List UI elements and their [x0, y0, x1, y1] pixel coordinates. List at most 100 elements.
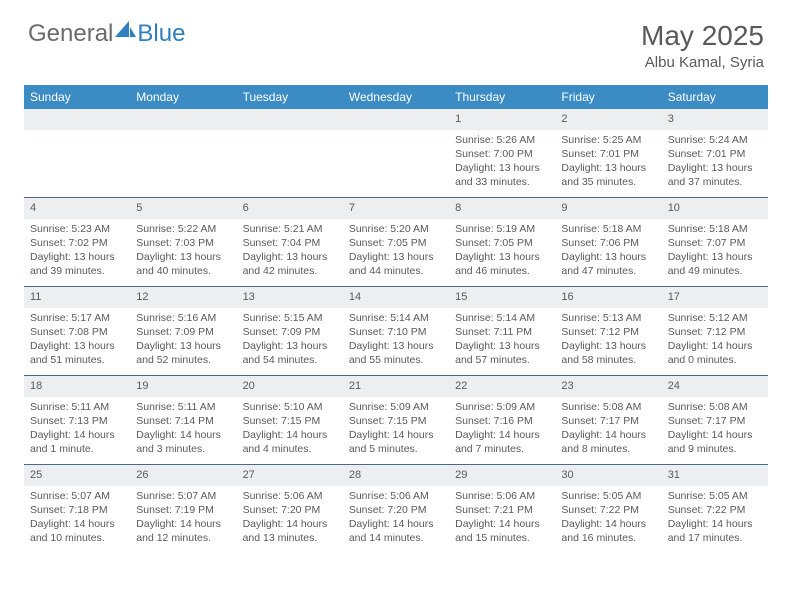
logo-text-general: General — [28, 20, 113, 48]
day-number — [130, 109, 236, 130]
day-detail: Sunrise: 5:13 AMSunset: 7:12 PMDaylight:… — [555, 311, 661, 368]
day-cell: 29Sunrise: 5:06 AMSunset: 7:21 PMDayligh… — [449, 465, 555, 553]
day-number: 23 — [555, 376, 661, 397]
day-detail-line: and 57 minutes. — [455, 353, 549, 367]
day-cell: 8Sunrise: 5:19 AMSunset: 7:05 PMDaylight… — [449, 198, 555, 286]
day-detail-line: Sunrise: 5:20 AM — [349, 222, 443, 236]
day-cell: 30Sunrise: 5:05 AMSunset: 7:22 PMDayligh… — [555, 465, 661, 553]
day-detail-line: and 55 minutes. — [349, 353, 443, 367]
day-detail-line: Sunset: 7:14 PM — [136, 414, 230, 428]
day-detail: Sunrise: 5:12 AMSunset: 7:12 PMDaylight:… — [662, 311, 768, 368]
day-detail-line: and 54 minutes. — [243, 353, 337, 367]
day-number: 5 — [130, 198, 236, 219]
day-number — [237, 109, 343, 130]
day-number: 19 — [130, 376, 236, 397]
day-detail-line: Sunrise: 5:17 AM — [30, 311, 124, 325]
day-cell: 25Sunrise: 5:07 AMSunset: 7:18 PMDayligh… — [24, 465, 130, 553]
dayname-cell: Saturday — [662, 85, 768, 109]
day-detail-line: Sunset: 7:15 PM — [349, 414, 443, 428]
dayname-cell: Friday — [555, 85, 661, 109]
day-detail-line: Sunset: 7:12 PM — [668, 325, 762, 339]
day-detail-line: and 0 minutes. — [668, 353, 762, 367]
day-detail-line: Daylight: 14 hours — [30, 428, 124, 442]
day-detail-line: Sunrise: 5:18 AM — [668, 222, 762, 236]
day-number — [343, 109, 449, 130]
day-detail: Sunrise: 5:09 AMSunset: 7:16 PMDaylight:… — [449, 400, 555, 457]
day-detail-line: Sunset: 7:18 PM — [30, 503, 124, 517]
day-detail-line: Daylight: 14 hours — [349, 517, 443, 531]
day-detail-line: Sunset: 7:03 PM — [136, 236, 230, 250]
day-number: 13 — [237, 287, 343, 308]
logo-sail-icon — [115, 18, 137, 46]
day-detail-line: Sunrise: 5:05 AM — [561, 489, 655, 503]
day-detail-line: and 4 minutes. — [243, 442, 337, 456]
day-cell: 20Sunrise: 5:10 AMSunset: 7:15 PMDayligh… — [237, 376, 343, 464]
day-detail-line: Daylight: 13 hours — [136, 339, 230, 353]
day-detail-line: Daylight: 13 hours — [243, 250, 337, 264]
day-detail-line: Daylight: 14 hours — [561, 517, 655, 531]
day-detail-line: Sunset: 7:02 PM — [30, 236, 124, 250]
day-detail-line: Sunrise: 5:08 AM — [668, 400, 762, 414]
header: General Blue May 2025 Albu Kamal, Syria — [0, 0, 792, 79]
day-detail-line: and 44 minutes. — [349, 264, 443, 278]
day-number: 2 — [555, 109, 661, 130]
day-cell: 24Sunrise: 5:08 AMSunset: 7:17 PMDayligh… — [662, 376, 768, 464]
day-number: 21 — [343, 376, 449, 397]
day-detail-line: Sunset: 7:12 PM — [561, 325, 655, 339]
day-number: 31 — [662, 465, 768, 486]
day-detail-line: Sunrise: 5:11 AM — [30, 400, 124, 414]
day-detail-line: and 33 minutes. — [455, 175, 549, 189]
day-number: 16 — [555, 287, 661, 308]
day-cell: 2 Sunrise: 5:25 AMSunset: 7:01 PMDaylight… — [555, 109, 661, 197]
day-number: 20 — [237, 376, 343, 397]
day-cell: 15Sunrise: 5:14 AMSunset: 7:11 PMDayligh… — [449, 287, 555, 375]
day-detail-line: and 49 minutes. — [668, 264, 762, 278]
day-detail-line: and 51 minutes. — [30, 353, 124, 367]
week-row: 11 Sunrise: 5:17 AMSunset: 7:08 PMDayligh… — [24, 287, 768, 376]
day-detail-line: Sunrise: 5:06 AM — [243, 489, 337, 503]
day-detail: Sunrise: 5:16 AMSunset: 7:09 PMDaylight:… — [130, 311, 236, 368]
day-detail-line: Sunset: 7:16 PM — [455, 414, 549, 428]
day-detail: Sunrise: 5:26 AMSunset: 7:00 PMDaylight:… — [449, 133, 555, 190]
day-number — [24, 109, 130, 130]
day-number: 11 — [24, 287, 130, 308]
day-detail-line: Daylight: 13 hours — [455, 161, 549, 175]
day-detail-line: Daylight: 14 hours — [561, 428, 655, 442]
day-detail-line: Sunset: 7:07 PM — [668, 236, 762, 250]
day-detail: Sunrise: 5:07 AMSunset: 7:19 PMDaylight:… — [130, 489, 236, 546]
day-detail-line: Daylight: 14 hours — [455, 517, 549, 531]
day-number: 26 — [130, 465, 236, 486]
day-cell: 27Sunrise: 5:06 AMSunset: 7:20 PMDayligh… — [237, 465, 343, 553]
day-detail-line: Sunset: 7:04 PM — [243, 236, 337, 250]
day-cell: 19Sunrise: 5:11 AMSunset: 7:14 PMDayligh… — [130, 376, 236, 464]
day-number: 29 — [449, 465, 555, 486]
day-cell: 13 Sunrise: 5:15 AMSunset: 7:09 PMDayligh… — [237, 287, 343, 375]
day-detail: Sunrise: 5:07 AMSunset: 7:18 PMDaylight:… — [24, 489, 130, 546]
day-detail-line: and 39 minutes. — [30, 264, 124, 278]
day-detail-line: and 37 minutes. — [668, 175, 762, 189]
day-cell: 21Sunrise: 5:09 AMSunset: 7:15 PMDayligh… — [343, 376, 449, 464]
day-cell: 12 Sunrise: 5:16 AMSunset: 7:09 PMDayligh… — [130, 287, 236, 375]
day-detail: Sunrise: 5:25 AMSunset: 7:01 PMDaylight:… — [555, 133, 661, 190]
day-cell: 31Sunrise: 5:05 AMSunset: 7:22 PMDayligh… — [662, 465, 768, 553]
day-cell: 16 Sunrise: 5:13 AMSunset: 7:12 PMDayligh… — [555, 287, 661, 375]
day-detail-line: Sunset: 7:15 PM — [243, 414, 337, 428]
day-number: 12 — [130, 287, 236, 308]
day-number: 27 — [237, 465, 343, 486]
week-row: 1Sunrise: 5:26 AMSunset: 7:00 PMDaylight… — [24, 109, 768, 198]
day-detail-line: Sunset: 7:21 PM — [455, 503, 549, 517]
title-block: May 2025 Albu Kamal, Syria — [641, 20, 764, 71]
day-detail-line: Daylight: 13 hours — [30, 339, 124, 353]
day-detail-line: Sunrise: 5:10 AM — [243, 400, 337, 414]
day-cell: 5Sunrise: 5:22 AMSunset: 7:03 PMDaylight… — [130, 198, 236, 286]
day-detail: Sunrise: 5:17 AMSunset: 7:08 PMDaylight:… — [24, 311, 130, 368]
day-detail: Sunrise: 5:15 AMSunset: 7:09 PMDaylight:… — [237, 311, 343, 368]
day-number: 8 — [449, 198, 555, 219]
day-cell — [237, 109, 343, 197]
day-number: 3 — [662, 109, 768, 130]
day-detail: Sunrise: 5:23 AMSunset: 7:02 PMDaylight:… — [24, 222, 130, 279]
day-cell: 26 Sunrise: 5:07 AMSunset: 7:19 PMDayligh… — [130, 465, 236, 553]
day-cell — [130, 109, 236, 197]
day-detail-line: Sunset: 7:22 PM — [668, 503, 762, 517]
day-detail-line: Sunrise: 5:06 AM — [349, 489, 443, 503]
